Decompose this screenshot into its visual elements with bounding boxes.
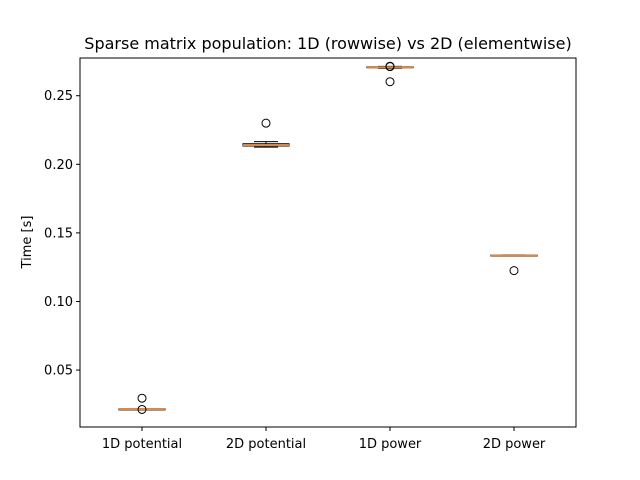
y-axis-ticks: 0.05 0.10 0.15 0.20 0.25: [44, 89, 80, 379]
y-axis-label: Time [s]: [20, 216, 35, 270]
box-group: [366, 61, 414, 87]
plot-frame: [79, 57, 577, 428]
chart-title: Sparse matrix population: 1D (rowwise) v…: [84, 34, 571, 53]
box-group: [242, 118, 290, 148]
y-tick-label: 0.20: [44, 158, 73, 173]
y-tick-label: 0.05: [44, 364, 73, 379]
boxes-layer: [118, 61, 538, 414]
flier-point: [509, 266, 519, 276]
flier-point: [261, 118, 271, 128]
x-tick-label: 1D power: [359, 437, 422, 452]
flier-point: [385, 77, 395, 87]
y-tick-label: 0.25: [44, 89, 73, 104]
box-group: [490, 254, 538, 276]
flier-point: [137, 393, 147, 403]
flier-point: [385, 62, 395, 72]
box-group: [118, 393, 166, 414]
x-tick-label: 2D power: [483, 437, 546, 452]
x-tick-label: 1D potential: [102, 437, 182, 452]
y-tick-label: 0.10: [44, 295, 73, 310]
x-axis-ticks: 1D potential 2D potential 1D power 2D power: [102, 427, 546, 452]
y-tick-label: 0.15: [44, 226, 73, 241]
x-tick-label: 2D potential: [226, 437, 306, 452]
plot-area: [80, 58, 576, 427]
flier-point: [137, 404, 147, 414]
